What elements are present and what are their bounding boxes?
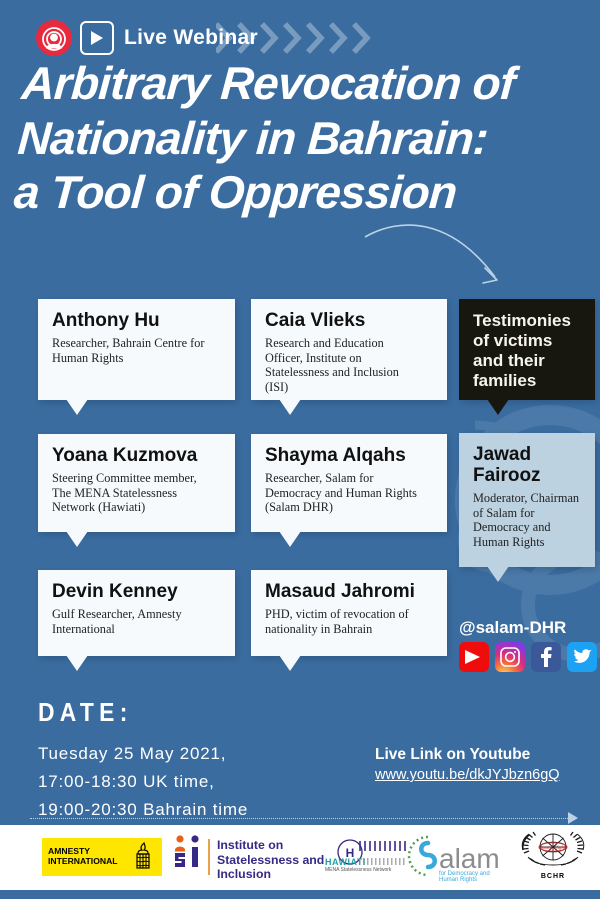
svg-text:Human Rights: Human Rights: [538, 846, 568, 851]
